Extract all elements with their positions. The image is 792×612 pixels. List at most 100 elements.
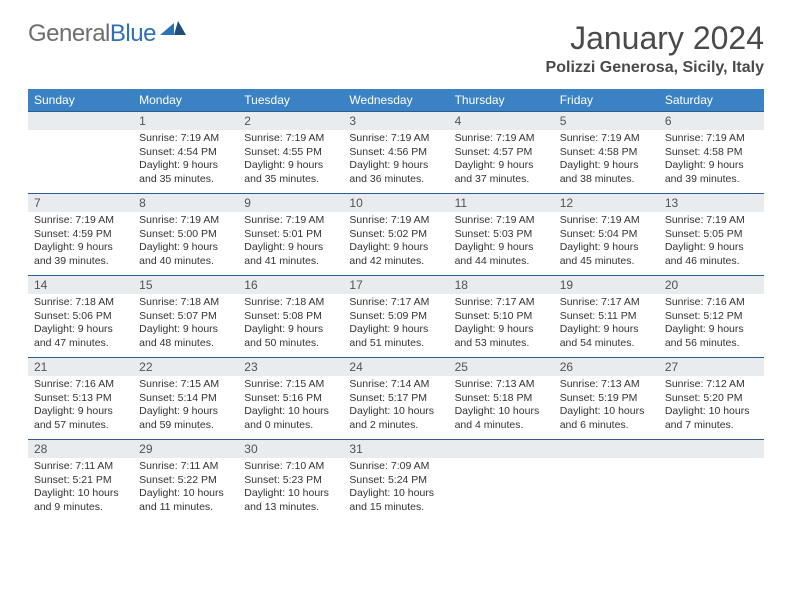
daylight-text: Daylight: 9 hours and 56 minutes.	[665, 323, 758, 350]
daylight-text: Daylight: 10 hours and 11 minutes.	[139, 487, 232, 514]
day-details: Sunrise: 7:19 AMSunset: 4:59 PMDaylight:…	[28, 212, 133, 275]
calendar-week-row: 14Sunrise: 7:18 AMSunset: 5:06 PMDayligh…	[28, 275, 764, 357]
calendar-day-cell: 18Sunrise: 7:17 AMSunset: 5:10 PMDayligh…	[449, 275, 554, 357]
daylight-text: Daylight: 10 hours and 15 minutes.	[349, 487, 442, 514]
sunrise-text: Sunrise: 7:19 AM	[244, 132, 337, 146]
sunset-text: Sunset: 5:20 PM	[665, 392, 758, 406]
sunset-text: Sunset: 5:16 PM	[244, 392, 337, 406]
calendar-day-cell: 1Sunrise: 7:19 AMSunset: 4:54 PMDaylight…	[133, 111, 238, 193]
calendar-day-cell: 16Sunrise: 7:18 AMSunset: 5:08 PMDayligh…	[238, 275, 343, 357]
day-details: Sunrise: 7:19 AMSunset: 5:02 PMDaylight:…	[343, 212, 448, 275]
calendar-day-cell: 13Sunrise: 7:19 AMSunset: 5:05 PMDayligh…	[659, 193, 764, 275]
weekday-header: Saturday	[659, 89, 764, 111]
daylight-text: Daylight: 9 hours and 51 minutes.	[349, 323, 442, 350]
daylight-text: Daylight: 10 hours and 6 minutes.	[560, 405, 653, 432]
calendar-day-cell: 17Sunrise: 7:17 AMSunset: 5:09 PMDayligh…	[343, 275, 448, 357]
calendar-day-cell	[659, 439, 764, 521]
day-number	[554, 439, 659, 458]
sunrise-text: Sunrise: 7:17 AM	[560, 296, 653, 310]
daylight-text: Daylight: 9 hours and 36 minutes.	[349, 159, 442, 186]
sunset-text: Sunset: 5:21 PM	[34, 474, 127, 488]
sunrise-text: Sunrise: 7:19 AM	[455, 214, 548, 228]
day-number: 8	[133, 193, 238, 212]
sunrise-text: Sunrise: 7:11 AM	[139, 460, 232, 474]
sunrise-text: Sunrise: 7:13 AM	[455, 378, 548, 392]
daylight-text: Daylight: 10 hours and 2 minutes.	[349, 405, 442, 432]
daylight-text: Daylight: 9 hours and 47 minutes.	[34, 323, 127, 350]
day-number: 31	[343, 439, 448, 458]
day-details: Sunrise: 7:19 AMSunset: 4:58 PMDaylight:…	[554, 130, 659, 193]
daylight-text: Daylight: 9 hours and 42 minutes.	[349, 241, 442, 268]
weekday-header: Sunday	[28, 89, 133, 111]
sunrise-text: Sunrise: 7:12 AM	[665, 378, 758, 392]
sunset-text: Sunset: 4:57 PM	[455, 146, 548, 160]
day-number	[659, 439, 764, 458]
day-number: 16	[238, 275, 343, 294]
daylight-text: Daylight: 9 hours and 37 minutes.	[455, 159, 548, 186]
calendar-week-row: 1Sunrise: 7:19 AMSunset: 4:54 PMDaylight…	[28, 111, 764, 193]
day-number: 22	[133, 357, 238, 376]
sunrise-text: Sunrise: 7:16 AM	[665, 296, 758, 310]
daylight-text: Daylight: 9 hours and 54 minutes.	[560, 323, 653, 350]
day-number: 26	[554, 357, 659, 376]
daylight-text: Daylight: 9 hours and 41 minutes.	[244, 241, 337, 268]
sunset-text: Sunset: 5:09 PM	[349, 310, 442, 324]
day-details: Sunrise: 7:14 AMSunset: 5:17 PMDaylight:…	[343, 376, 448, 439]
calendar-day-cell: 14Sunrise: 7:18 AMSunset: 5:06 PMDayligh…	[28, 275, 133, 357]
day-number	[28, 111, 133, 130]
calendar-day-cell: 2Sunrise: 7:19 AMSunset: 4:55 PMDaylight…	[238, 111, 343, 193]
calendar-day-cell	[449, 439, 554, 521]
sunset-text: Sunset: 5:07 PM	[139, 310, 232, 324]
day-number: 2	[238, 111, 343, 130]
day-number: 11	[449, 193, 554, 212]
day-number: 19	[554, 275, 659, 294]
day-number: 12	[554, 193, 659, 212]
calendar-day-cell: 8Sunrise: 7:19 AMSunset: 5:00 PMDaylight…	[133, 193, 238, 275]
day-number: 13	[659, 193, 764, 212]
sunrise-text: Sunrise: 7:17 AM	[455, 296, 548, 310]
sunrise-text: Sunrise: 7:15 AM	[139, 378, 232, 392]
sunrise-text: Sunrise: 7:19 AM	[244, 214, 337, 228]
daylight-text: Daylight: 10 hours and 4 minutes.	[455, 405, 548, 432]
sunset-text: Sunset: 5:14 PM	[139, 392, 232, 406]
day-number: 20	[659, 275, 764, 294]
day-number: 28	[28, 439, 133, 458]
sunset-text: Sunset: 4:54 PM	[139, 146, 232, 160]
daylight-text: Daylight: 9 hours and 50 minutes.	[244, 323, 337, 350]
daylight-text: Daylight: 9 hours and 38 minutes.	[560, 159, 653, 186]
day-details: Sunrise: 7:17 AMSunset: 5:09 PMDaylight:…	[343, 294, 448, 357]
day-number: 18	[449, 275, 554, 294]
sunrise-text: Sunrise: 7:15 AM	[244, 378, 337, 392]
daylight-text: Daylight: 9 hours and 39 minutes.	[34, 241, 127, 268]
day-details: Sunrise: 7:16 AMSunset: 5:12 PMDaylight:…	[659, 294, 764, 357]
sunset-text: Sunset: 5:11 PM	[560, 310, 653, 324]
day-number: 17	[343, 275, 448, 294]
calendar-day-cell: 31Sunrise: 7:09 AMSunset: 5:24 PMDayligh…	[343, 439, 448, 521]
logo-mark-icon	[160, 14, 186, 42]
daylight-text: Daylight: 9 hours and 59 minutes.	[139, 405, 232, 432]
calendar-day-cell: 27Sunrise: 7:12 AMSunset: 5:20 PMDayligh…	[659, 357, 764, 439]
day-number: 4	[449, 111, 554, 130]
calendar-day-cell: 23Sunrise: 7:15 AMSunset: 5:16 PMDayligh…	[238, 357, 343, 439]
day-details: Sunrise: 7:17 AMSunset: 5:10 PMDaylight:…	[449, 294, 554, 357]
daylight-text: Daylight: 9 hours and 35 minutes.	[139, 159, 232, 186]
weekday-header: Friday	[554, 89, 659, 111]
day-number: 5	[554, 111, 659, 130]
day-details: Sunrise: 7:18 AMSunset: 5:08 PMDaylight:…	[238, 294, 343, 357]
calendar-day-cell: 20Sunrise: 7:16 AMSunset: 5:12 PMDayligh…	[659, 275, 764, 357]
day-details: Sunrise: 7:09 AMSunset: 5:24 PMDaylight:…	[343, 458, 448, 521]
sunrise-text: Sunrise: 7:16 AM	[34, 378, 127, 392]
calendar-day-cell: 6Sunrise: 7:19 AMSunset: 4:58 PMDaylight…	[659, 111, 764, 193]
day-number	[449, 439, 554, 458]
calendar-day-cell: 26Sunrise: 7:13 AMSunset: 5:19 PMDayligh…	[554, 357, 659, 439]
sunset-text: Sunset: 5:12 PM	[665, 310, 758, 324]
day-details: Sunrise: 7:19 AMSunset: 5:04 PMDaylight:…	[554, 212, 659, 275]
day-number: 24	[343, 357, 448, 376]
sunrise-text: Sunrise: 7:19 AM	[455, 132, 548, 146]
daylight-text: Daylight: 9 hours and 53 minutes.	[455, 323, 548, 350]
sunrise-text: Sunrise: 7:11 AM	[34, 460, 127, 474]
sunrise-text: Sunrise: 7:18 AM	[244, 296, 337, 310]
logo-text-blue: Blue	[110, 20, 156, 48]
calendar-day-cell: 9Sunrise: 7:19 AMSunset: 5:01 PMDaylight…	[238, 193, 343, 275]
sunrise-text: Sunrise: 7:19 AM	[349, 214, 442, 228]
